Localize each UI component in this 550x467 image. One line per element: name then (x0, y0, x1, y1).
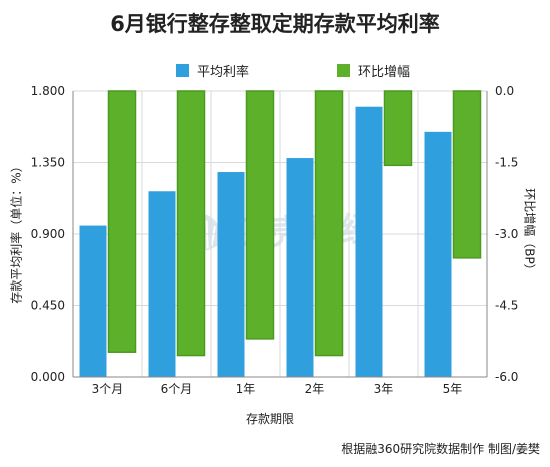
legend-swatch-change (337, 64, 350, 77)
bar-rate (217, 172, 245, 377)
x-tick-label: 2年 (305, 382, 325, 396)
bar-rate (424, 131, 452, 377)
y-tick-label-left: 0.450 (31, 299, 65, 313)
bar-change (452, 90, 482, 259)
y-tick-label-left: 1.350 (31, 156, 65, 170)
y-tick-label-right: -1.5 (495, 156, 518, 170)
bar-rate (148, 191, 176, 377)
bar-rate (286, 158, 314, 377)
x-tick-label: 6个月 (161, 382, 193, 396)
bar-change (383, 90, 413, 167)
legend-item-change: 环比增幅 (337, 61, 410, 80)
bar-change (245, 90, 275, 340)
y-tick-label-right: -6.0 (495, 370, 518, 384)
y-tick-label-left: 0.900 (31, 227, 65, 241)
bar-rate (355, 106, 383, 377)
legend-label-rate: 平均利率 (197, 65, 250, 80)
y-tick-label-right: 0.0 (495, 84, 514, 98)
x-tick-label: 1年 (236, 382, 256, 396)
source-footer: 根据融360研究院数据制作 制图/姜樊 (341, 442, 540, 456)
legend-label-change: 环比增幅 (358, 65, 411, 80)
chart-title: 6月银行整存整取定期存款平均利率 (110, 12, 440, 36)
x-tick-label: 5年 (443, 382, 463, 396)
y-tick-label-left: 1.800 (31, 84, 65, 98)
y-tick-label-right: -3.0 (495, 227, 518, 241)
legend-swatch-rate (176, 64, 189, 77)
y-tick-label-left: 0.000 (31, 370, 65, 384)
x-tick-label: 3个月 (92, 382, 124, 396)
bar-change (107, 90, 137, 353)
bar-change (314, 90, 344, 357)
bar-rate (79, 225, 107, 377)
legend-item-rate: 平均利率 (176, 61, 249, 80)
y-axis-label-left: 存款平均利率（单位：%） (9, 160, 24, 304)
bar-change (176, 90, 206, 357)
x-axis-label: 存款期限 (245, 412, 295, 426)
x-tick-label: 3年 (374, 382, 394, 396)
y-tick-label-right: -4.5 (495, 299, 518, 313)
y-axis-label-right: 环比增幅（BP） (522, 188, 537, 276)
